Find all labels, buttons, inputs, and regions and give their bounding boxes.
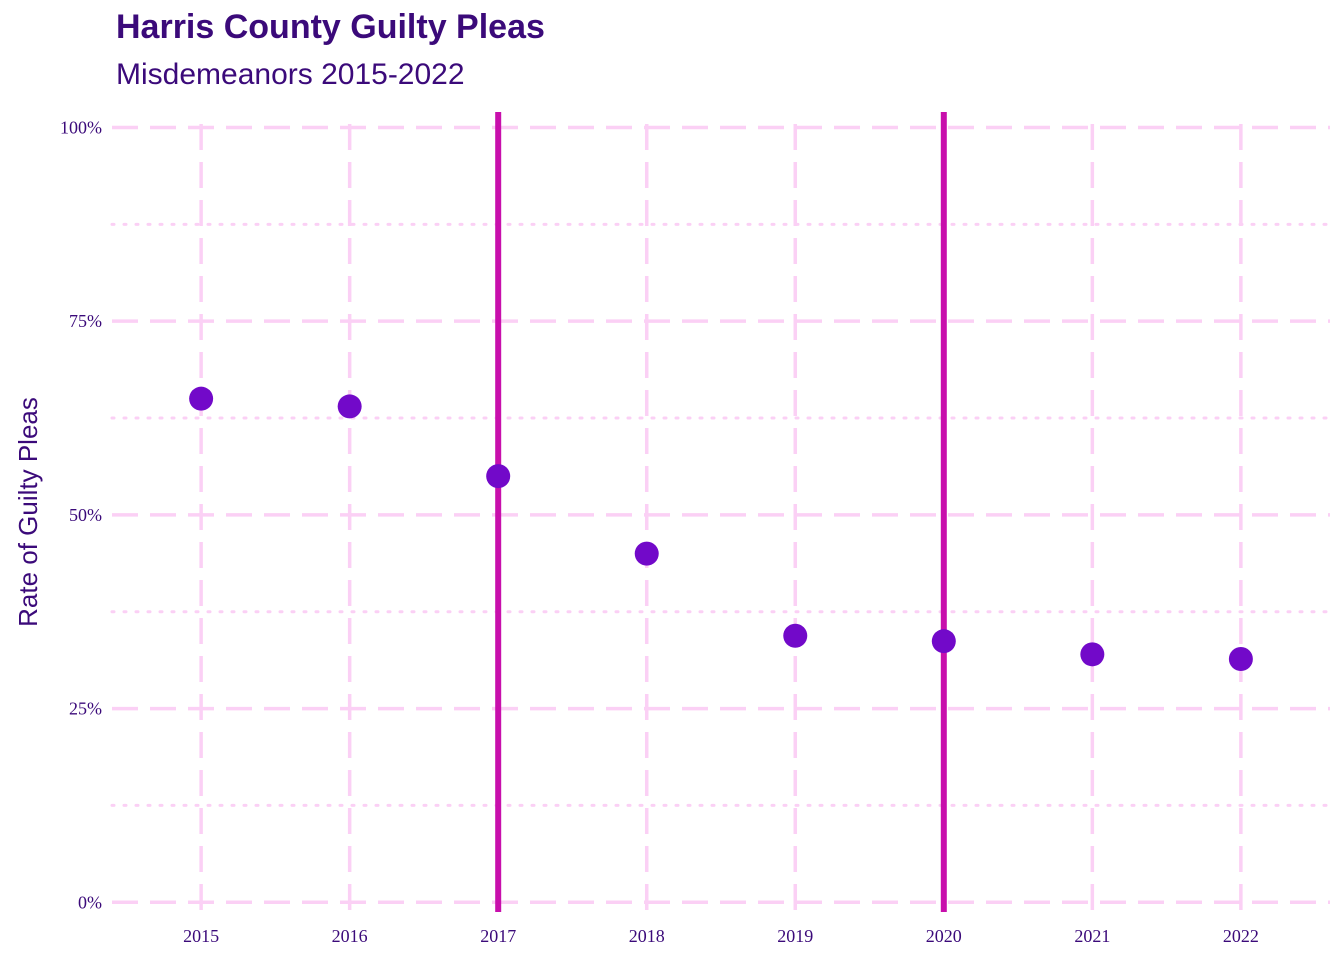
data-point xyxy=(189,386,214,411)
x-tick-label: 2015 xyxy=(183,926,219,946)
y-axis-label: Rate of Guilty Pleas xyxy=(13,397,43,627)
y-tick-label: 75% xyxy=(69,311,102,331)
x-tick-label: 2019 xyxy=(777,926,813,946)
chart-subtitle: Misdemeanors 2015-2022 xyxy=(116,58,465,91)
x-tick-label: 2021 xyxy=(1074,926,1110,946)
x-tick-label: 2017 xyxy=(480,926,516,946)
data-point xyxy=(931,629,956,654)
reference-lines xyxy=(495,112,947,912)
data-point xyxy=(337,394,362,419)
y-tick-label: 0% xyxy=(78,892,102,912)
data-point xyxy=(1228,646,1253,671)
x-tick-label: 2022 xyxy=(1223,926,1259,946)
y-tick-label: 25% xyxy=(69,699,102,719)
data-point xyxy=(783,623,808,648)
chart-title: Harris County Guilty Pleas xyxy=(116,8,545,46)
y-tick-label: 100% xyxy=(60,117,102,137)
x-tick-label: 2020 xyxy=(926,926,962,946)
data-point xyxy=(486,464,511,489)
data-points xyxy=(189,386,1253,671)
x-tick-labels: 2015 2016 2017 2018 2019 2020 2021 2022 xyxy=(183,926,1259,946)
y-tick-labels: 0% 25% 50% 75% 100% xyxy=(60,117,102,912)
x-tick-label: 2018 xyxy=(629,926,665,946)
data-point xyxy=(634,541,659,566)
x-tick-label: 2016 xyxy=(332,926,368,946)
grid-layer xyxy=(110,124,1332,910)
y-tick-label: 50% xyxy=(69,505,102,525)
data-point xyxy=(1080,642,1105,667)
